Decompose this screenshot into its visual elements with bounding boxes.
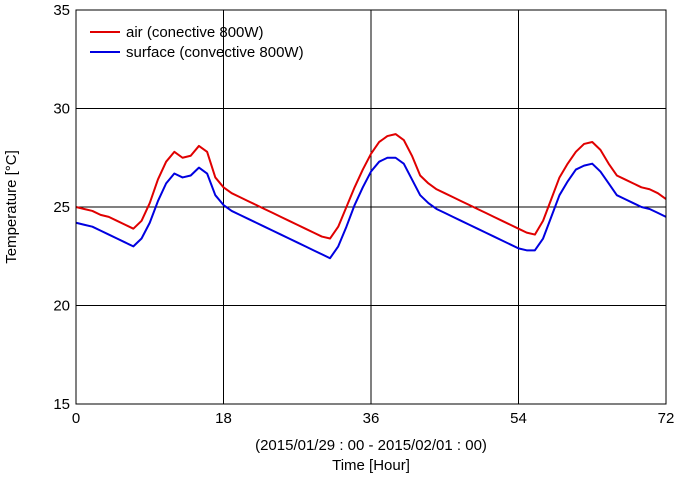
legend: air (conective 800W) surface (convective … bbox=[90, 24, 304, 61]
x-tick-label: 36 bbox=[363, 410, 380, 427]
y-tick-label: 15 bbox=[53, 396, 70, 413]
legend-label: air (conective 800W) bbox=[126, 24, 264, 41]
grid-lines bbox=[76, 10, 666, 404]
x-tick-label: 18 bbox=[215, 410, 232, 427]
x-axis-label: Time [Hour] bbox=[332, 457, 410, 474]
y-tick-label: 35 bbox=[53, 2, 70, 19]
y-tick-label: 25 bbox=[53, 199, 70, 216]
y-tick-label: 30 bbox=[53, 101, 70, 118]
x-tick-label: 0 bbox=[72, 410, 80, 427]
x-tick-label: 72 bbox=[658, 410, 675, 427]
plot-area-frame bbox=[75, 9, 667, 405]
y-axis-ticks: 15 20 25 30 35 bbox=[53, 2, 70, 413]
series-line-surface bbox=[75, 156, 667, 260]
x-axis-label-range: (2015/01/29 : 00 - 2015/02/01 : 00) bbox=[255, 437, 487, 454]
legend-label: surface (convective 800W) bbox=[126, 44, 304, 61]
series-line-air bbox=[75, 133, 667, 240]
x-axis-ticks: 0 18 36 54 72 bbox=[72, 410, 675, 427]
x-tick-label: 54 bbox=[510, 410, 527, 427]
y-tick-label: 20 bbox=[53, 298, 70, 315]
series-layer bbox=[75, 133, 667, 260]
y-axis-label: Temperature [°C] bbox=[3, 150, 20, 264]
